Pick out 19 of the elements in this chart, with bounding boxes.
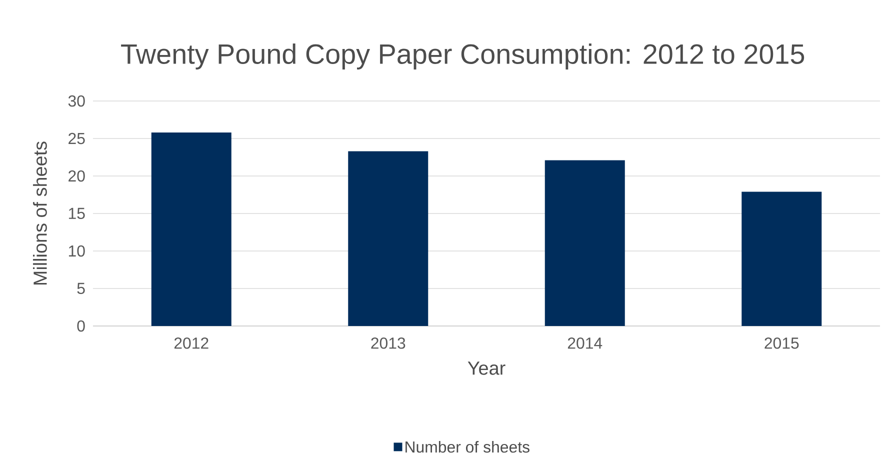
y-tick-label: 10	[68, 245, 85, 257]
chart-title: Twenty Pound Copy Paper Consumption: 2012 to 2015	[121, 44, 804, 70]
legend-label: Number of sheets	[406, 440, 530, 453]
y-tick-label: 20	[68, 170, 85, 182]
bar	[742, 192, 822, 326]
x-tick-label: 2014	[568, 338, 602, 349]
x-axis-title: Year	[468, 362, 506, 375]
x-tick-label: 2013	[371, 338, 406, 349]
x-tick-label: 2012	[174, 338, 208, 349]
y-tick-label: 30	[68, 95, 85, 107]
y-tick-label: 25	[68, 132, 85, 144]
x-tick-label: 2015	[764, 338, 799, 349]
y-tick-label: 15	[68, 208, 85, 220]
y-tick-label: 5	[77, 282, 85, 294]
y-axis-title: Millions of sheets	[33, 142, 47, 285]
y-tick-label: 0	[77, 320, 85, 332]
bar	[151, 132, 232, 326]
bar	[348, 151, 428, 326]
bar	[544, 160, 625, 326]
